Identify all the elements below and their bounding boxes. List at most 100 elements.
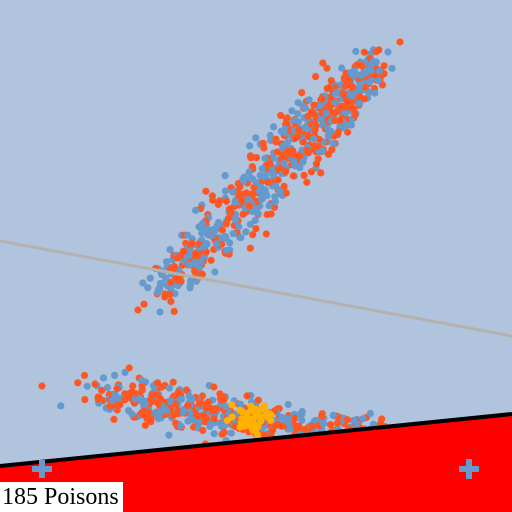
data-point — [357, 62, 366, 70]
data-point — [156, 308, 164, 316]
data-point — [167, 397, 175, 405]
data-point — [270, 203, 279, 211]
data-point — [284, 400, 292, 409]
data-point — [304, 112, 312, 120]
highlight-point — [228, 401, 236, 409]
data-point — [207, 404, 215, 412]
data-point — [343, 121, 351, 129]
data-point — [57, 402, 65, 410]
data-point — [121, 368, 129, 376]
data-point — [166, 246, 174, 254]
data-point — [270, 123, 278, 131]
data-point — [269, 171, 277, 179]
data-point — [349, 83, 357, 91]
data-point — [300, 171, 308, 179]
data-point — [229, 188, 237, 196]
data-point — [147, 415, 155, 423]
data-point — [98, 386, 106, 394]
highlight-point — [236, 423, 244, 431]
data-point — [210, 414, 218, 423]
data-point — [259, 139, 267, 147]
data-point — [185, 252, 193, 260]
data-point — [154, 415, 163, 423]
data-point — [83, 382, 91, 390]
data-point — [245, 202, 254, 210]
data-point — [197, 258, 205, 266]
data-point — [318, 95, 326, 103]
data-point — [356, 92, 364, 100]
data-point — [207, 256, 215, 264]
plus-markers — [32, 459, 479, 479]
highlight-point — [267, 411, 275, 419]
data-point — [238, 197, 246, 205]
data-point — [274, 421, 282, 429]
data-point — [141, 421, 149, 429]
data-point — [156, 279, 164, 288]
data-point — [161, 290, 169, 298]
data-point — [198, 270, 206, 278]
data-point — [227, 429, 235, 437]
data-point — [74, 379, 82, 387]
data-point — [319, 59, 327, 67]
data-point — [371, 89, 379, 97]
data-point — [173, 275, 181, 283]
data-point — [260, 431, 268, 439]
data-point — [154, 399, 162, 407]
data-point — [138, 376, 146, 384]
highlight-point — [238, 408, 246, 416]
data-point — [312, 160, 321, 168]
data-point — [218, 395, 226, 404]
data-point — [257, 183, 265, 191]
data-point — [248, 163, 256, 171]
data-point — [288, 107, 296, 115]
data-point — [282, 168, 290, 176]
data-point — [184, 231, 192, 239]
data-point — [165, 384, 174, 392]
data-point — [203, 225, 211, 233]
data-point — [261, 154, 269, 162]
data-point — [111, 371, 119, 379]
data-point — [333, 88, 341, 96]
gray-separator-line — [0, 239, 512, 338]
data-point — [310, 101, 318, 109]
data-point — [140, 407, 148, 415]
data-point — [235, 223, 243, 231]
data-point — [333, 107, 341, 115]
data-point — [81, 396, 89, 404]
data-point — [307, 120, 315, 128]
data-point — [374, 77, 383, 85]
data-point — [115, 394, 123, 402]
data-point — [167, 265, 175, 273]
data-point — [184, 417, 192, 425]
data-point — [129, 382, 137, 390]
data-point — [369, 58, 377, 66]
data-point — [294, 132, 302, 140]
data-point — [239, 210, 247, 218]
data-point — [162, 258, 171, 266]
data-point — [171, 290, 179, 298]
data-point — [199, 243, 208, 251]
data-point — [162, 406, 170, 414]
data-point — [231, 198, 239, 206]
data-point — [170, 307, 178, 315]
data-point — [329, 411, 337, 419]
data-point — [352, 47, 360, 56]
data-point — [262, 230, 270, 238]
data-point — [286, 425, 294, 433]
data-point — [229, 230, 237, 238]
data-point — [333, 419, 342, 427]
decision-region — [0, 414, 512, 512]
data-point — [341, 109, 349, 117]
data-point — [154, 289, 162, 297]
data-point — [328, 146, 336, 154]
data-point — [298, 89, 306, 97]
data-point — [80, 371, 89, 379]
data-point — [99, 374, 108, 382]
data-point — [280, 182, 288, 190]
data-point — [266, 160, 274, 168]
data-point — [242, 228, 250, 236]
data-point — [186, 241, 194, 249]
data-point — [375, 67, 383, 75]
data-point — [277, 111, 285, 120]
